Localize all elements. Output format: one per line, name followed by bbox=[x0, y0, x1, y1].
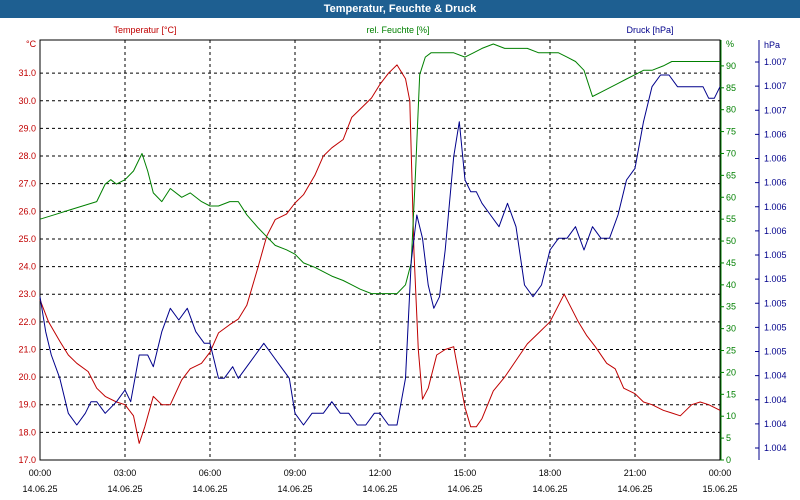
x-tick-label-time: 00:00 bbox=[29, 468, 52, 478]
x-tick-label-date: 14.06.25 bbox=[192, 484, 227, 494]
pressure-tick-label: 1.006 bbox=[764, 202, 787, 212]
humidity-tick-label: 30 bbox=[726, 324, 736, 334]
pressure-axis-title: Druck [hPa] bbox=[626, 25, 673, 35]
temperature-tick-label: 23.0 bbox=[18, 289, 36, 299]
x-tick-label-date: 14.06.25 bbox=[362, 484, 397, 494]
humidity-tick-label: 80 bbox=[726, 105, 736, 115]
pressure-tick-label: 1.006 bbox=[764, 178, 787, 188]
x-tick-label-date: 14.06.25 bbox=[447, 484, 482, 494]
humidity-tick-label: 0 bbox=[726, 455, 731, 465]
humidity-tick-label: 90 bbox=[726, 61, 736, 71]
humidity-tick-label: 40 bbox=[726, 280, 736, 290]
temperature-tick-label: 29.0 bbox=[18, 123, 36, 133]
pressure-tick-label: 1.005 bbox=[764, 274, 787, 284]
humidity-tick-label: 50 bbox=[726, 236, 736, 246]
x-tick-label-time: 06:00 bbox=[199, 468, 222, 478]
x-tick-label-time: 03:00 bbox=[114, 468, 137, 478]
temperature-tick-label: 26.0 bbox=[18, 206, 36, 216]
humidity-tick-label: 5 bbox=[726, 433, 731, 443]
temperature-tick-label: 22.0 bbox=[18, 317, 36, 327]
x-tick-label-time: 18:00 bbox=[539, 468, 562, 478]
humidity-tick-label: 65 bbox=[726, 170, 736, 180]
pressure-tick-label: 1.005 bbox=[764, 298, 787, 308]
temperature-unit-label: °C bbox=[26, 39, 37, 49]
humidity-tick-label: 20 bbox=[726, 367, 736, 377]
temperature-tick-label: 21.0 bbox=[18, 344, 36, 354]
x-tick-label-date: 14.06.25 bbox=[277, 484, 312, 494]
x-tick-label-date: 14.06.25 bbox=[532, 484, 567, 494]
humidity-unit-label: % bbox=[726, 39, 734, 49]
temperature-tick-label: 24.0 bbox=[18, 262, 36, 272]
pressure-tick-label: 1.004 bbox=[764, 371, 787, 381]
humidity-tick-label: 10 bbox=[726, 411, 736, 421]
temperature-tick-label: 18.0 bbox=[18, 427, 36, 437]
temperature-tick-label: 17.0 bbox=[18, 455, 36, 465]
temperature-tick-label: 20.0 bbox=[18, 372, 36, 382]
pressure-tick-label: 1.004 bbox=[764, 443, 787, 453]
humidity-tick-label: 60 bbox=[726, 192, 736, 202]
pressure-tick-label: 1.006 bbox=[764, 129, 787, 139]
pressure-unit-label: hPa bbox=[764, 40, 780, 50]
humidity-tick-label: 75 bbox=[726, 127, 736, 137]
humidity-tick-label: 85 bbox=[726, 83, 736, 93]
pressure-tick-label: 1.005 bbox=[764, 322, 787, 332]
humidity-tick-label: 15 bbox=[726, 389, 736, 399]
x-tick-label-date: 15.06.25 bbox=[702, 484, 737, 494]
x-tick-label-time: 00:00 bbox=[709, 468, 732, 478]
pressure-tick-label: 1.007 bbox=[764, 57, 787, 67]
pressure-tick-label: 1.004 bbox=[764, 395, 787, 405]
temperature-tick-label: 30.0 bbox=[18, 96, 36, 106]
x-tick-label-time: 09:00 bbox=[284, 468, 307, 478]
chart-title: Temperatur, Feuchte & Druck bbox=[0, 0, 800, 18]
pressure-tick-label: 1.007 bbox=[764, 105, 787, 115]
humidity-tick-label: 55 bbox=[726, 214, 736, 224]
series-line-humidity bbox=[39, 43, 720, 295]
temperature-tick-label: 19.0 bbox=[18, 400, 36, 410]
x-tick-label-time: 15:00 bbox=[454, 468, 477, 478]
humidity-tick-label: 25 bbox=[726, 346, 736, 356]
pressure-tick-label: 1.004 bbox=[764, 419, 787, 429]
x-tick-label-time: 21:00 bbox=[624, 468, 647, 478]
temperature-axis-title: Temperatur [°C] bbox=[113, 25, 176, 35]
pressure-tick-label: 1.006 bbox=[764, 226, 787, 236]
temperature-tick-label: 27.0 bbox=[18, 179, 36, 189]
pressure-tick-label: 1.005 bbox=[764, 250, 787, 260]
x-tick-label-date: 14.06.25 bbox=[107, 484, 142, 494]
pressure-tick-label: 1.007 bbox=[764, 81, 787, 91]
x-tick-label-date: 14.06.25 bbox=[617, 484, 652, 494]
pressure-tick-label: 1.006 bbox=[764, 154, 787, 164]
series-line-pressure bbox=[39, 74, 721, 426]
humidity-axis-title: rel. Feuchte [%] bbox=[366, 25, 429, 35]
pressure-tick-label: 1.005 bbox=[764, 347, 787, 357]
humidity-tick-label: 70 bbox=[726, 148, 736, 158]
temperature-tick-label: 31.0 bbox=[18, 68, 36, 78]
humidity-tick-label: 45 bbox=[726, 258, 736, 268]
series-line-temperature bbox=[39, 64, 721, 444]
x-tick-label-time: 12:00 bbox=[369, 468, 392, 478]
temperature-tick-label: 25.0 bbox=[18, 234, 36, 244]
humidity-tick-label: 35 bbox=[726, 302, 736, 312]
x-tick-label-date: 14.06.25 bbox=[22, 484, 57, 494]
temperature-tick-label: 28.0 bbox=[18, 151, 36, 161]
